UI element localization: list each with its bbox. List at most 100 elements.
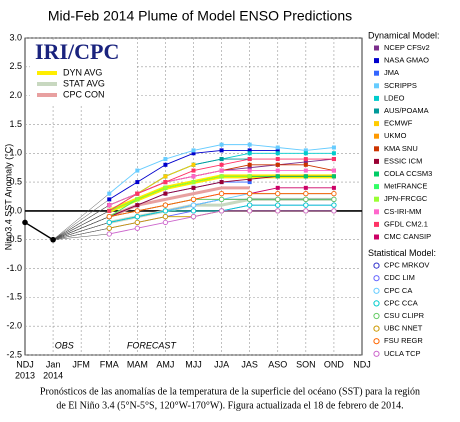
marker — [275, 168, 280, 173]
marker — [247, 208, 253, 214]
marker — [247, 157, 252, 162]
marker — [331, 174, 336, 179]
connector — [53, 227, 110, 240]
caption: de El Niño 3.4 (5°N-5°S, 120°W-170°W). F… — [56, 400, 403, 411]
marker — [247, 177, 252, 182]
obs-marker — [50, 236, 56, 243]
x-tick-label: ASO — [268, 359, 287, 369]
marker — [190, 214, 197, 220]
marker — [163, 191, 168, 196]
y-axis-label: Nino3.4 SST Anomaly (°C) — [3, 144, 13, 250]
marker — [247, 196, 253, 203]
legend-label: KMA SNU — [384, 144, 418, 153]
marker — [331, 151, 336, 156]
marker — [162, 202, 169, 208]
marker — [331, 185, 336, 190]
marker — [303, 185, 308, 190]
legend-label: AUS/POAMA — [384, 106, 429, 115]
x-tick-label: Jan — [46, 359, 61, 369]
marker — [303, 151, 308, 156]
series-line — [24, 221, 54, 241]
marker — [107, 197, 112, 202]
marker — [275, 174, 280, 179]
legend-swatch — [374, 184, 379, 190]
y-tick-label: 0.5 — [9, 176, 22, 186]
marker — [247, 190, 253, 197]
marker — [275, 196, 281, 203]
legend-swatch — [374, 58, 379, 64]
y-tick-label: 2.5 — [9, 61, 22, 71]
marker — [219, 148, 224, 153]
marker — [135, 168, 140, 173]
legend-label: LDEO — [384, 93, 405, 102]
year-label: 2014 — [43, 370, 63, 380]
connector — [52, 210, 110, 240]
marker — [106, 214, 112, 220]
marker — [218, 190, 225, 197]
legend-swatch — [374, 196, 379, 202]
marker — [106, 225, 112, 231]
obs-marker — [22, 219, 28, 226]
marker — [331, 196, 337, 203]
marker — [331, 202, 337, 208]
legend-swatch — [374, 133, 379, 139]
connector — [53, 233, 110, 240]
marker — [107, 203, 112, 208]
marker — [247, 168, 252, 173]
marker — [218, 196, 225, 203]
marker — [247, 148, 252, 153]
marker — [163, 185, 168, 190]
marker — [135, 191, 140, 196]
chart-title: Mid-Feb 2014 Plume of Model ENSO Predict… — [48, 8, 352, 24]
y-tick-label: -2.0 — [6, 321, 22, 331]
marker — [163, 180, 168, 185]
x-tick-label: JJA — [214, 359, 229, 369]
x-tick-label: JAS — [241, 359, 258, 369]
marker — [191, 148, 196, 153]
legend-group-title: Dynamical Model: — [368, 30, 440, 40]
marker — [275, 185, 280, 190]
marker — [134, 225, 140, 231]
marker — [107, 191, 112, 196]
marker — [219, 142, 224, 147]
y-tick-label: -0.5 — [6, 234, 22, 244]
marker — [219, 157, 224, 162]
marker — [247, 202, 253, 208]
legend-swatch — [374, 83, 379, 89]
legend-label: CSU CLIPR — [384, 311, 425, 320]
marker — [275, 208, 281, 214]
marker — [303, 208, 309, 214]
legend-label: CPC CA — [384, 286, 412, 295]
x-tick-label: NDJ — [353, 359, 371, 369]
marker — [134, 214, 140, 220]
legend-label: DYN AVG — [63, 67, 102, 77]
marker — [303, 157, 308, 162]
marker — [247, 162, 252, 167]
legend-label: NCEP CFSv2 — [384, 43, 430, 52]
x-tick-label: MJJ — [185, 359, 202, 369]
legend-label: CPC CCA — [384, 298, 418, 307]
marker — [275, 145, 280, 150]
legend-swatch — [374, 95, 379, 101]
marker — [163, 174, 168, 179]
connector — [52, 199, 110, 240]
marker — [191, 151, 196, 156]
marker — [191, 180, 196, 185]
legend-label: CDC LIM — [384, 273, 415, 282]
marker — [218, 208, 225, 214]
legend-swatch — [373, 275, 380, 282]
marker — [219, 162, 224, 167]
legend-swatch — [374, 121, 379, 127]
legend-label: JMA — [384, 68, 399, 77]
marker — [247, 165, 252, 170]
marker — [247, 151, 252, 156]
logo: IRI/CPC — [35, 39, 119, 64]
marker — [331, 190, 337, 197]
legend-swatch — [374, 45, 379, 51]
legend-swatch — [374, 171, 379, 177]
marker — [275, 151, 280, 156]
legend-swatch — [374, 209, 379, 215]
marker — [331, 168, 336, 173]
legend-swatch — [373, 287, 380, 294]
y-tick-label: -1.5 — [6, 292, 22, 302]
